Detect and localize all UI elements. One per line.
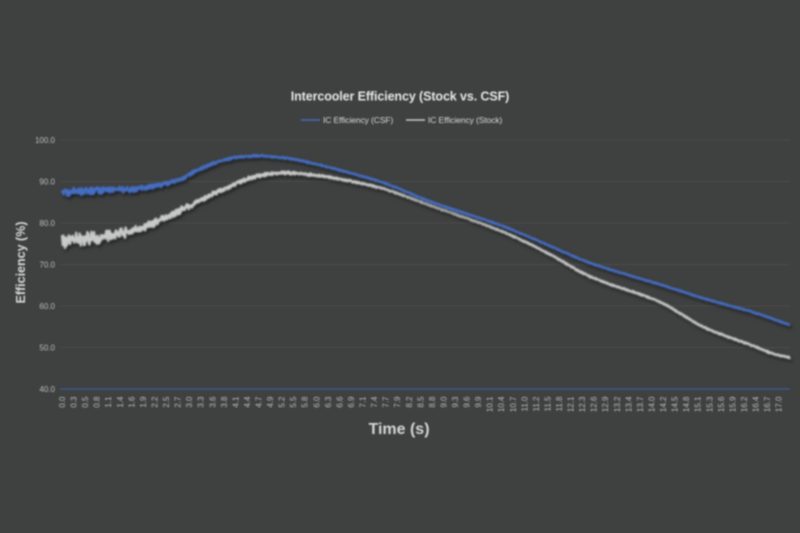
svg-text:2.5: 2.5 bbox=[162, 396, 171, 408]
svg-text:13.7: 13.7 bbox=[636, 396, 645, 412]
svg-text:13.4: 13.4 bbox=[624, 396, 633, 412]
svg-text:1.9: 1.9 bbox=[139, 396, 148, 408]
svg-text:10.1: 10.1 bbox=[486, 396, 495, 412]
svg-text:50.0: 50.0 bbox=[39, 344, 55, 353]
svg-text:15.1: 15.1 bbox=[694, 396, 703, 412]
svg-text:IC Efficiency (CSF): IC Efficiency (CSF) bbox=[323, 115, 393, 125]
svg-text:16.4: 16.4 bbox=[752, 396, 761, 412]
svg-text:11.0: 11.0 bbox=[520, 396, 529, 412]
svg-text:15.6: 15.6 bbox=[717, 396, 726, 412]
svg-text:2.2: 2.2 bbox=[151, 396, 160, 408]
svg-text:12.9: 12.9 bbox=[601, 396, 610, 412]
svg-text:8.2: 8.2 bbox=[405, 396, 414, 408]
svg-text:3.6: 3.6 bbox=[208, 396, 217, 408]
svg-text:4.9: 4.9 bbox=[266, 396, 275, 408]
svg-text:9.0: 9.0 bbox=[439, 396, 448, 408]
svg-text:9.3: 9.3 bbox=[451, 396, 460, 408]
svg-text:Intercooler Efficiency (Stock: Intercooler Efficiency (Stock vs. CSF) bbox=[291, 90, 509, 104]
svg-text:Time (s): Time (s) bbox=[368, 421, 429, 438]
svg-text:0.0: 0.0 bbox=[58, 396, 67, 408]
svg-text:3.3: 3.3 bbox=[197, 396, 206, 408]
svg-text:6.3: 6.3 bbox=[324, 396, 333, 408]
svg-text:14.0: 14.0 bbox=[648, 396, 657, 412]
svg-text:4.4: 4.4 bbox=[243, 396, 252, 408]
svg-text:70.0: 70.0 bbox=[39, 261, 55, 270]
svg-text:40.0: 40.0 bbox=[39, 385, 55, 394]
svg-text:11.2: 11.2 bbox=[532, 396, 541, 412]
svg-text:7.1: 7.1 bbox=[359, 396, 368, 408]
svg-text:60.0: 60.0 bbox=[39, 302, 55, 311]
svg-text:7.4: 7.4 bbox=[370, 396, 379, 408]
svg-text:5.8: 5.8 bbox=[301, 396, 310, 408]
svg-text:5.5: 5.5 bbox=[289, 396, 298, 408]
svg-text:12.3: 12.3 bbox=[578, 396, 587, 412]
svg-text:9.9: 9.9 bbox=[474, 396, 483, 408]
svg-text:80.0: 80.0 bbox=[39, 219, 55, 228]
svg-text:1.4: 1.4 bbox=[116, 396, 125, 408]
svg-text:14.2: 14.2 bbox=[659, 396, 668, 412]
svg-text:4.7: 4.7 bbox=[255, 396, 264, 408]
svg-text:11.5: 11.5 bbox=[544, 396, 553, 412]
svg-text:7.7: 7.7 bbox=[382, 396, 391, 408]
svg-text:4.1: 4.1 bbox=[231, 396, 240, 408]
svg-text:5.2: 5.2 bbox=[278, 396, 287, 408]
svg-text:0.5: 0.5 bbox=[81, 396, 90, 408]
svg-text:2.7: 2.7 bbox=[174, 396, 183, 408]
svg-text:16.2: 16.2 bbox=[740, 396, 749, 412]
svg-text:0.8: 0.8 bbox=[93, 396, 102, 408]
svg-text:10.4: 10.4 bbox=[497, 396, 506, 412]
svg-text:3.0: 3.0 bbox=[185, 396, 194, 408]
svg-text:17.0: 17.0 bbox=[775, 396, 784, 412]
svg-text:1.6: 1.6 bbox=[127, 396, 136, 408]
svg-text:100.0: 100.0 bbox=[35, 136, 56, 145]
svg-text:11.8: 11.8 bbox=[555, 396, 564, 412]
svg-text:15.3: 15.3 bbox=[705, 396, 714, 412]
svg-text:8.8: 8.8 bbox=[428, 396, 437, 408]
svg-text:9.6: 9.6 bbox=[463, 396, 472, 408]
svg-text:6.0: 6.0 bbox=[312, 396, 321, 408]
svg-text:8.5: 8.5 bbox=[416, 396, 425, 408]
svg-text:0.3: 0.3 bbox=[70, 396, 79, 408]
svg-text:13.2: 13.2 bbox=[613, 396, 622, 412]
svg-text:90.0: 90.0 bbox=[39, 178, 55, 187]
svg-text:14.8: 14.8 bbox=[682, 396, 691, 412]
svg-text:IC Efficiency (Stock): IC Efficiency (Stock) bbox=[428, 115, 503, 125]
svg-text:16.7: 16.7 bbox=[763, 396, 772, 412]
svg-text:14.5: 14.5 bbox=[671, 396, 680, 412]
svg-text:6.9: 6.9 bbox=[347, 396, 356, 408]
svg-text:6.6: 6.6 bbox=[335, 396, 344, 408]
svg-text:7.9: 7.9 bbox=[393, 396, 402, 408]
svg-text:Efficiency (%): Efficiency (%) bbox=[14, 222, 28, 304]
svg-text:3.8: 3.8 bbox=[220, 396, 229, 408]
svg-text:12.6: 12.6 bbox=[590, 396, 599, 412]
svg-text:15.9: 15.9 bbox=[728, 396, 737, 412]
svg-text:12.1: 12.1 bbox=[567, 396, 576, 412]
svg-text:10.7: 10.7 bbox=[509, 396, 518, 412]
svg-text:1.1: 1.1 bbox=[104, 396, 113, 408]
